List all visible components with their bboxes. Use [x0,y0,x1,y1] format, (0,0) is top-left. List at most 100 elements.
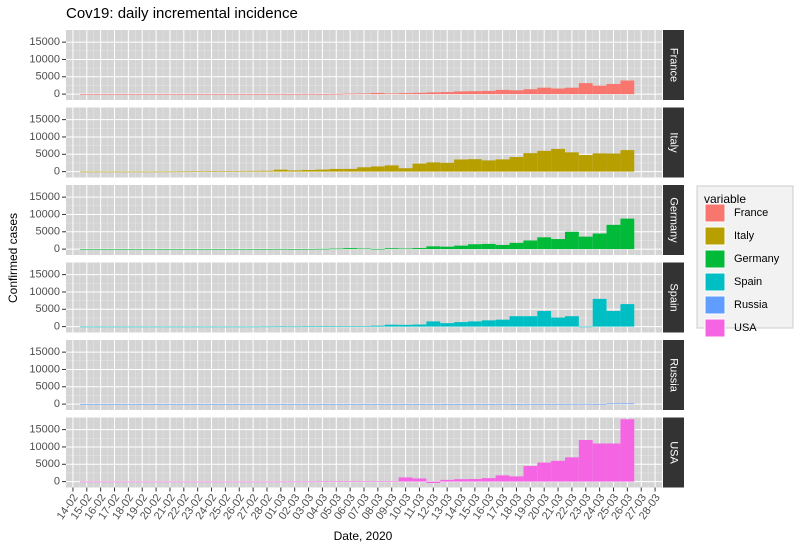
bar [370,404,385,405]
bar [384,404,399,405]
bar [135,249,150,250]
bar [454,91,468,95]
bar [481,90,496,95]
bar [260,249,274,250]
bar [121,249,136,250]
bar [467,321,482,327]
bar [620,218,635,250]
bar [260,94,274,95]
bar [412,92,427,95]
bar [495,89,510,95]
bar [357,404,371,405]
facet-label: Spain [668,283,680,311]
y-tick-label: 10000 [29,441,60,453]
legend-label: Germany [734,253,780,265]
y-tick-label: 0 [54,321,60,333]
facet-strip [663,185,684,255]
bar [551,88,565,95]
bar [357,167,371,172]
legend-label: Russia [734,299,769,311]
y-tick-label: 5000 [36,148,60,160]
y-tick-label: 0 [54,88,60,100]
bar [343,168,358,172]
y-tick-label: 15000 [29,346,60,358]
bar [135,481,150,483]
bar [149,326,164,328]
bar [495,319,510,327]
bar [149,94,164,95]
bar [163,171,177,173]
legend-label: USA [734,322,757,334]
bar [232,171,247,172]
bar [412,163,427,172]
bar [204,481,219,483]
bar [79,171,94,173]
y-tick-label: 15000 [29,269,60,281]
facet-strip [663,417,684,488]
y-tick-label: 5000 [36,303,60,315]
bar [315,404,330,405]
bar [495,159,510,172]
bar [260,481,274,483]
bar [218,171,233,172]
bar [107,249,122,250]
bar [79,404,94,405]
bar [204,249,219,250]
bar [273,404,288,405]
bar [176,326,191,328]
bar [107,481,122,483]
bar [176,94,191,95]
bar [204,94,219,95]
bar [426,404,441,405]
bar [440,479,455,482]
bar [440,404,455,405]
bar [440,162,455,172]
bar [467,91,482,95]
bar [163,94,177,95]
bar [564,231,579,250]
bar [149,171,164,173]
facet-strip [663,107,684,178]
bar [287,94,302,95]
bar [79,94,94,95]
y-tick-label: 10000 [29,53,60,65]
bar [329,481,344,483]
bar [315,248,330,250]
y-tick-label: 5000 [36,458,60,470]
bar [190,249,205,250]
bar [218,326,233,328]
bar [620,150,635,172]
bar [190,94,205,95]
bar [273,169,288,172]
bar [93,481,108,483]
bar [523,240,538,250]
facet-label: Germany [668,197,680,243]
bar [190,171,205,172]
bar [343,93,358,95]
bar [523,153,538,172]
facet-label: France [668,48,680,82]
bar [551,460,565,482]
legend-label: Spain [734,276,762,288]
bar [564,403,579,405]
bar [370,92,385,95]
bar [79,326,94,328]
bar [93,249,108,250]
bar [398,477,413,482]
bar [357,481,371,482]
facet-strip [663,30,684,100]
bar [606,153,621,172]
bar [343,248,358,250]
bar [107,94,122,95]
bar [135,94,150,95]
bar [107,326,122,328]
y-tick-label: 10000 [29,131,60,143]
bar [578,155,593,172]
bar [287,249,302,250]
bar [301,481,316,483]
bar [135,326,150,328]
bar [606,224,621,250]
bar [287,326,302,328]
legend-label: Italy [734,230,755,242]
bar [592,233,607,250]
